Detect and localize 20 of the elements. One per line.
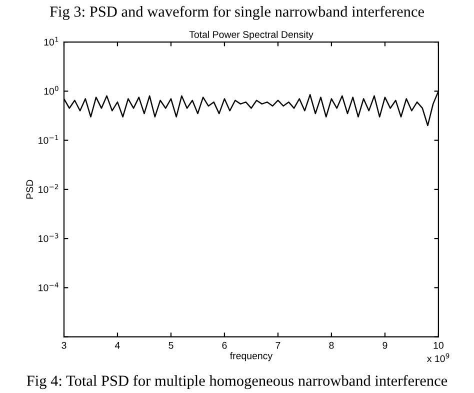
caption: Fig 3: PSD and waveform for single narrowband interference [50,6,424,20]
caption: Fig 4: Total PSD for multiple homogeneous narrowband interference [26,375,448,390]
x-tick-label: 8 [329,342,334,349]
x-tick-label: 10 [434,342,444,349]
x-tick-label: 7 [276,342,280,349]
x-tick-label: 3 [62,342,66,349]
y-tick-label: 10$^{1}$ [44,36,58,46]
y-tick-label: 10$^{0}$ [44,86,58,95]
y-tick-label: 10$^{−1}$ [38,135,58,144]
x-axis-title: frequency [230,352,273,362]
y-axis-title: PSD [26,180,34,199]
y-tick-label: 10$^{−2}$ [38,184,58,193]
y-tick-label: 10$^{−3}$ [38,233,58,242]
x-tick-label: 4 [115,342,120,349]
text: x 10$^{9}$ [426,353,450,362]
x-tick-label: 5 [168,342,174,349]
x-tick-label: 6 [222,342,227,349]
y-tick-label: 10$^{−4}$ [38,282,58,292]
x-tick-label: 9 [382,342,388,349]
chart-title: Total Power Spectral Density [189,30,314,40]
